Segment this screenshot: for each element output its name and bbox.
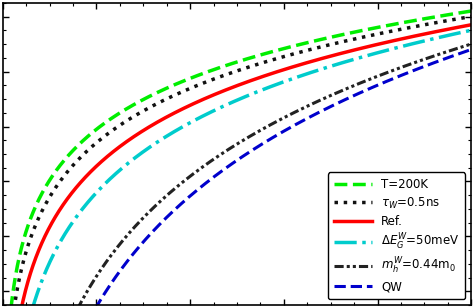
Legend: T=200K, $\tau_W$=0.5ns, Ref., $\Delta E^W_G$=50meV, $m^W_h$=0.44m$_0$, QW: T=200K, $\tau_W$=0.5ns, Ref., $\Delta E^…	[328, 172, 465, 299]
